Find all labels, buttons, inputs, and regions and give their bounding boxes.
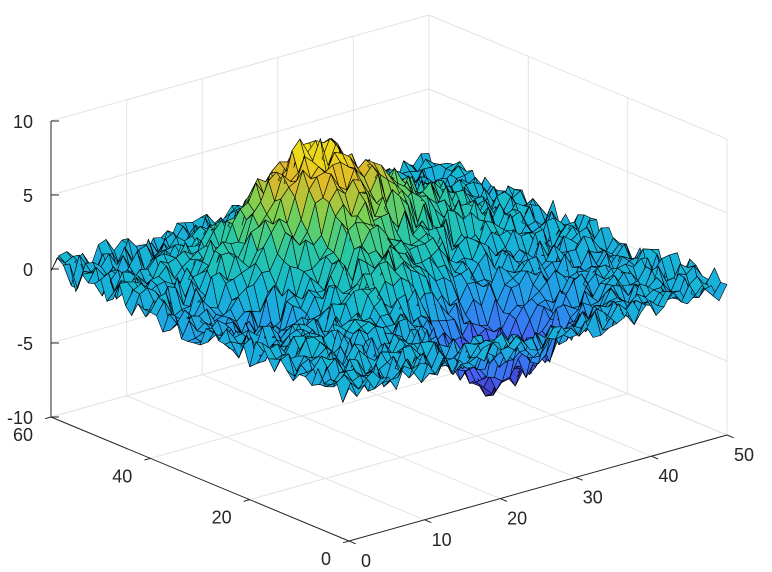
x-tick-label: 10 [432, 530, 452, 550]
y-tick [144, 457, 151, 461]
z-tick-label: 0 [23, 260, 33, 280]
z-tick-label: -10 [7, 408, 33, 428]
z-tick-label: 10 [13, 112, 33, 132]
z-gridline [50, 88, 430, 196]
x-gridline [202, 374, 501, 500]
z-gridline [428, 88, 728, 214]
x-gridline [126, 395, 425, 521]
x-tick-label: 50 [734, 445, 754, 465]
surface-patch [712, 282, 728, 302]
z-gridline [428, 14, 728, 140]
surface-mesh [50, 138, 728, 403]
x-tick [575, 476, 583, 481]
z-tick-label: -5 [17, 334, 33, 354]
x-tick [500, 498, 508, 502]
x-tick [424, 519, 432, 524]
axes [44, 120, 734, 545]
tick-labels: 0 10 20 30 40 50 0 20 40 60-10 -5 0 5 10 [7, 112, 754, 571]
x-tick-label: 0 [361, 551, 371, 571]
y-tick [44, 416, 52, 420]
x-axis-line [348, 434, 728, 542]
y-tick [342, 540, 350, 544]
x-tick [726, 434, 734, 439]
y-tick-label: 0 [321, 549, 331, 569]
y-tick-label: 40 [112, 466, 132, 486]
y-gridline [249, 393, 628, 501]
y-tick-label: 60 [13, 425, 33, 445]
y-tick [243, 499, 250, 502]
z-gridline [50, 14, 430, 122]
y-tick-label: 20 [212, 508, 232, 528]
x-tick-label: 30 [583, 487, 603, 507]
z-tick-label: 5 [23, 186, 33, 206]
x-tick [348, 540, 356, 545]
x-tick [651, 455, 659, 460]
x-tick-label: 20 [507, 509, 527, 529]
y-axis-line [50, 416, 350, 542]
x-tick-label: 40 [658, 466, 678, 486]
